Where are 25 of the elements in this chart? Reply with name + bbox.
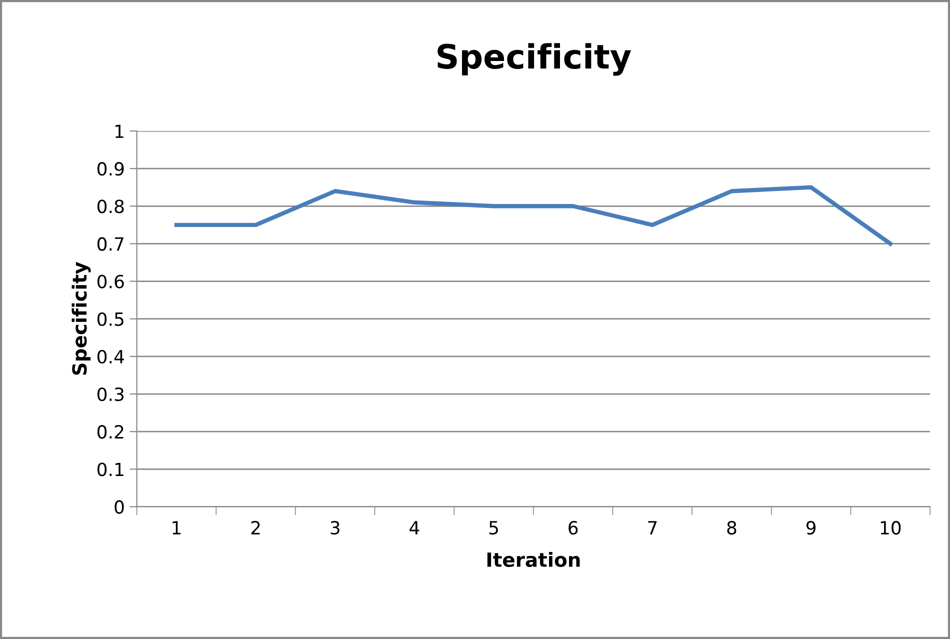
y-tick-label: 0.5 [97,312,124,326]
x-tick-label: 1 [172,521,181,534]
y-tick-label: 0.9 [97,162,124,176]
y-tick-label: 0.6 [97,274,124,288]
y-tick-label: 0.2 [97,425,124,439]
y-tick-label: 0.1 [97,462,124,476]
y-tick-label: 1 [115,124,124,138]
y-tick-label: 0.3 [97,387,124,402]
x-tick-label: 8 [727,520,736,535]
y-tick-label: 0 [114,500,124,514]
x-tick-label: 7 [648,521,657,534]
y-tick-label: 0.4 [97,350,124,364]
x-tick-label: 6 [568,520,578,535]
y-tick-label: 0.7 [97,237,124,251]
chart-title: Specificity [438,43,632,76]
line-series [174,185,892,246]
y-tick-label: 0.8 [97,200,124,214]
x-tick-label: 3 [330,520,340,535]
x-tick-label: 9 [806,520,816,535]
x-axis-title: Iteration [487,552,580,568]
x-tick-label: 2 [251,520,260,534]
x-tick-label: 5 [489,521,498,535]
x-tick-label: 4 [410,521,420,534]
x-tick-label: 10 [880,520,901,535]
y-axis-title: Specificity [72,262,91,375]
